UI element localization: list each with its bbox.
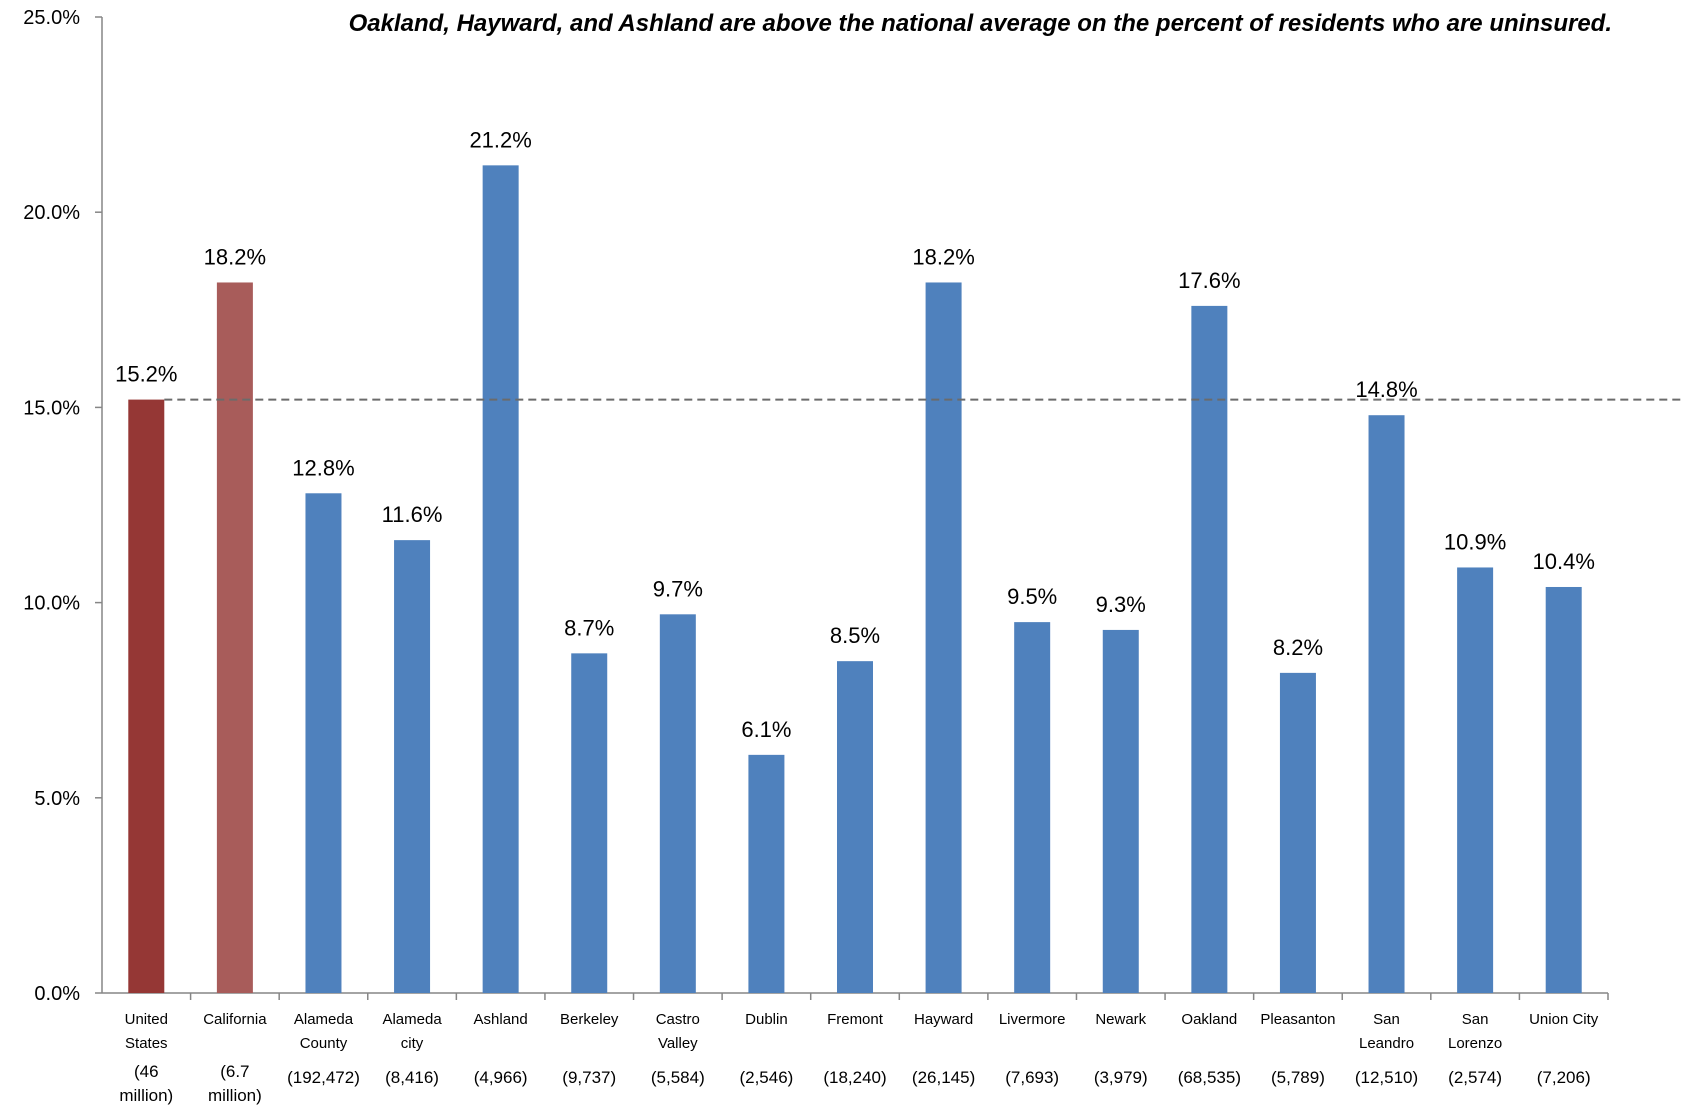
category-label: County (300, 1035, 348, 1052)
category-label: States (125, 1035, 168, 1052)
population-label: (68,535) (1178, 1068, 1241, 1087)
category-label: Lorenzo (1448, 1035, 1502, 1052)
category-label: Newark (1095, 1011, 1146, 1028)
category-label: Ashland (474, 1011, 528, 1028)
category-label: Hayward (914, 1011, 973, 1028)
population-label: (3,979) (1094, 1068, 1148, 1087)
category-label: Union City (1529, 1011, 1599, 1028)
category-label: city (401, 1035, 424, 1052)
population-label: (18,240) (823, 1068, 886, 1087)
category-label: Alameda (382, 1011, 442, 1028)
bar (216, 282, 253, 993)
population-label: (5,584) (651, 1068, 705, 1087)
bar (1545, 586, 1582, 993)
population-label: (4,966) (474, 1068, 528, 1087)
population-label: (12,510) (1355, 1068, 1418, 1087)
y-tick-label: 25.0% (23, 7, 80, 29)
y-tick-label: 20.0% (23, 202, 80, 224)
bar (128, 399, 165, 993)
bar (1014, 622, 1051, 993)
population-label: (46 (134, 1062, 159, 1081)
bar-value-label: 8.5% (830, 623, 880, 648)
population-label: (7,693) (1005, 1068, 1059, 1087)
bar (748, 754, 785, 993)
bar-value-label: 6.1% (741, 717, 791, 742)
bar-value-label: 21.2% (469, 127, 531, 152)
bar-value-label: 9.7% (653, 576, 703, 601)
bar-value-label: 12.8% (292, 455, 354, 480)
bar (394, 540, 431, 993)
y-tick-label: 10.0% (23, 593, 80, 615)
bar-value-label: 18.2% (912, 244, 974, 269)
y-tick-label: 15.0% (23, 397, 80, 419)
bar-value-label: 9.3% (1096, 592, 1146, 617)
bar (571, 653, 608, 993)
bar-value-label: 15.2% (115, 362, 177, 387)
bar-value-label: 17.6% (1178, 268, 1240, 293)
population-label: million) (119, 1086, 173, 1105)
population-label: (7,206) (1537, 1068, 1591, 1087)
category-label: San (1373, 1011, 1400, 1028)
population-label: (26,145) (912, 1068, 975, 1087)
population-label: (6.7 (220, 1062, 249, 1081)
bar-value-label: 9.5% (1007, 584, 1057, 609)
bar (305, 493, 342, 993)
category-label: Oakland (1181, 1011, 1237, 1028)
category-label: Fremont (827, 1011, 884, 1028)
bar (1368, 415, 1405, 993)
category-label: Castro (656, 1011, 700, 1028)
population-label: (192,472) (287, 1068, 360, 1087)
bar-value-label: 10.4% (1533, 549, 1595, 574)
bar (482, 165, 519, 994)
bar-value-label: 10.9% (1444, 529, 1506, 554)
bar-value-label: 8.7% (564, 615, 614, 640)
bar (1191, 305, 1228, 993)
population-label: (9,737) (562, 1068, 616, 1087)
population-label: (2,546) (739, 1068, 793, 1087)
category-label: San (1462, 1011, 1489, 1028)
category-label: Leandro (1359, 1035, 1414, 1052)
chart-title: Oakland, Hayward, and Ashland are above … (349, 10, 1612, 37)
category-label: Dublin (745, 1011, 788, 1028)
bar (1279, 672, 1316, 993)
category-label: Valley (658, 1035, 698, 1052)
bar (1457, 567, 1494, 993)
category-label: California (203, 1011, 267, 1028)
population-label: (2,574) (1448, 1068, 1502, 1087)
bar (659, 614, 696, 993)
category-label: Alameda (294, 1011, 354, 1028)
y-tick-label: 5.0% (34, 788, 80, 810)
category-label: United (125, 1011, 168, 1028)
category-label: Berkeley (560, 1011, 619, 1028)
bar-value-label: 18.2% (204, 244, 266, 269)
bar (925, 282, 962, 993)
bar (1102, 629, 1139, 993)
bar-value-label: 8.2% (1273, 635, 1323, 660)
category-label: Pleasanton (1260, 1011, 1335, 1028)
y-tick-label: 0.0% (34, 983, 80, 1005)
population-label: (8,416) (385, 1068, 439, 1087)
bar-value-label: 14.8% (1355, 377, 1417, 402)
category-label: Livermore (999, 1011, 1066, 1028)
population-label: (5,789) (1271, 1068, 1325, 1087)
population-label: million) (208, 1086, 262, 1105)
bar-value-label: 11.6% (382, 502, 443, 527)
bar (837, 661, 873, 993)
